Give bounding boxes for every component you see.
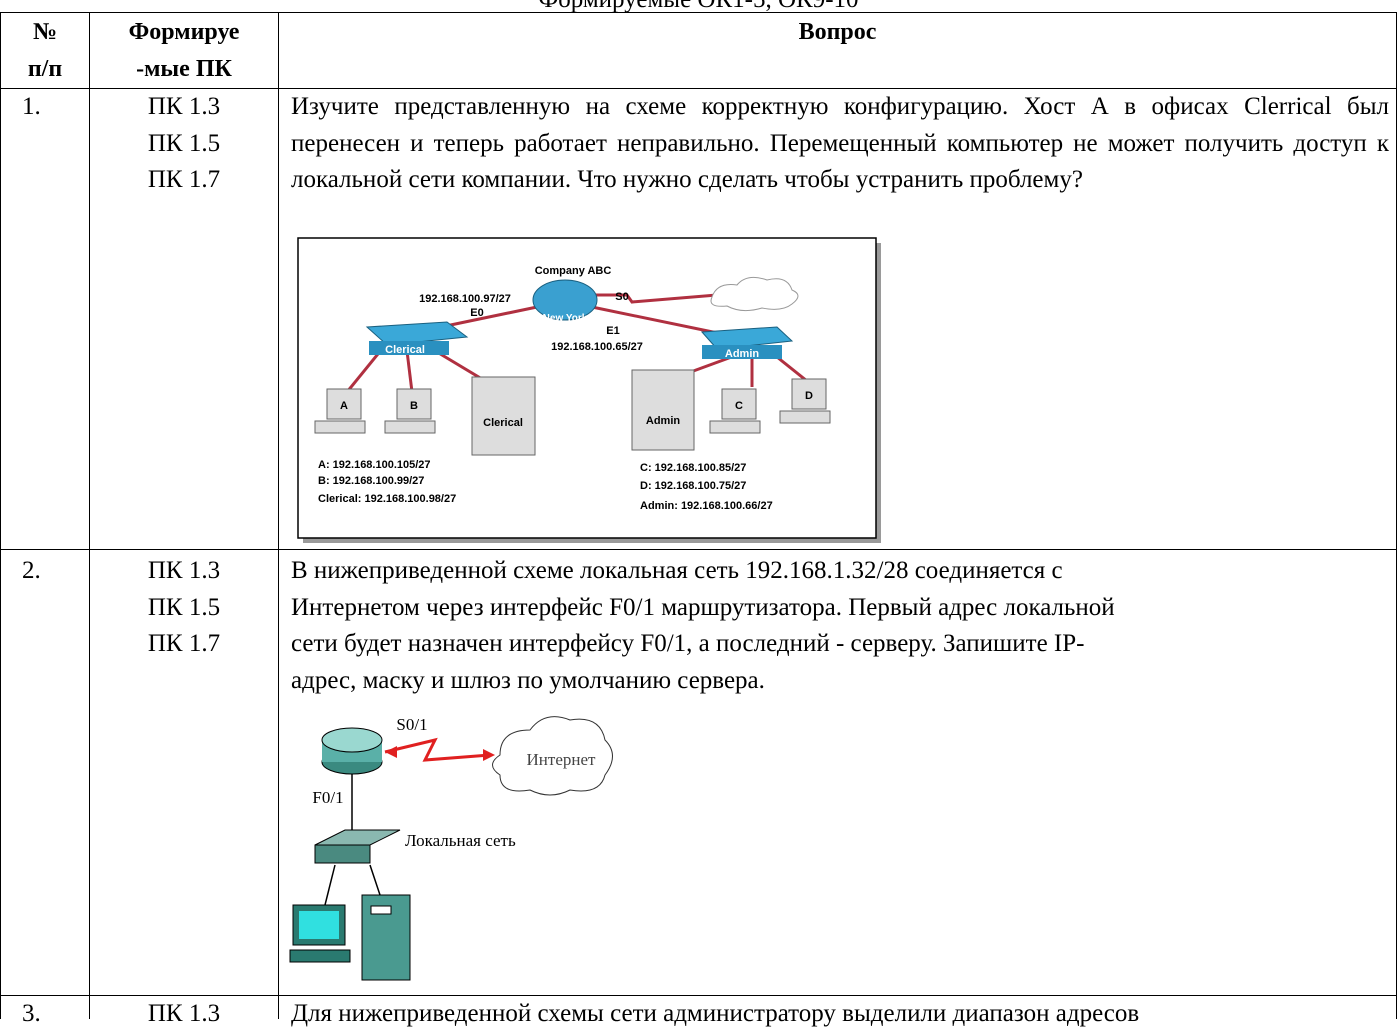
ip-label: D: 192.168.100.75/27 — [640, 480, 746, 492]
competencies: ПК 1.3 — [90, 996, 278, 1033]
ip-label: 192.168.100.65/27 — [551, 341, 643, 353]
server-label: Admin — [646, 415, 681, 427]
rule — [0, 12, 1, 1019]
interface-label: F0/1 — [312, 788, 343, 807]
switch-label: Admin — [725, 348, 760, 360]
header-cell: № п/п — [1, 14, 89, 88]
ip-label: A: 192.168.100.105/27 — [318, 459, 431, 471]
competencies: ПК 1.3 ПК 1.5 ПК 1.7 — [90, 553, 278, 663]
interface-label: E0 — [470, 307, 483, 319]
switch-label: Clerical — [385, 344, 425, 356]
cloud-label: Интернет — [527, 750, 596, 769]
ip-label: C: 192.168.100.85/27 — [640, 462, 746, 474]
competency: ПК 1.5 — [147, 129, 221, 157]
competency: ПК 1.3 — [147, 1000, 221, 1027]
competency: ПК 1.7 — [147, 630, 221, 657]
rule — [89, 12, 90, 1019]
host-label: A — [340, 400, 348, 412]
header-cell: Формируе -мые ПК — [90, 14, 278, 88]
header-line: Формируе — [128, 19, 240, 45]
competencies: ПК 1.3 ПК 1.5 ПК 1.7 — [90, 89, 278, 199]
question-line: В нижеприведенной схеме локальная сеть 1… — [291, 557, 1063, 584]
row-number: 3. — [22, 1000, 41, 1027]
server-label: Clerical — [483, 417, 523, 429]
row-number: 1. — [22, 93, 41, 120]
interface-label: S0/1 — [396, 715, 427, 734]
host-label: D — [805, 390, 813, 402]
question: В нижеприведенной схеме локальная сеть 1… — [291, 553, 1391, 699]
ip-label: Admin: 192.168.100.66/27 — [640, 500, 773, 512]
host-label: C — [735, 400, 743, 412]
header-line: -мые ПК — [136, 56, 232, 82]
ip-label: B: 192.168.100.99/27 — [318, 475, 424, 487]
page-title: Формируемые ОК1-5, ОК9-10 — [0, 0, 1397, 14]
competency: ПК 1.3 — [147, 93, 221, 120]
question-line: адрес, маску и шлюз по умолчанию сервера… — [291, 666, 765, 694]
rule — [0, 88, 1397, 89]
header-cell: Вопрос — [279, 14, 1396, 51]
question-line: Для нижеприведенной схемы сети администр… — [291, 1000, 1140, 1027]
competency: ПК 1.3 — [147, 557, 221, 584]
question: Для нижеприведенной схемы сети администр… — [291, 996, 1391, 1033]
competency: ПК 1.7 — [147, 166, 221, 193]
question: Изучите представленную на схеме корректн… — [291, 93, 1389, 193]
ip-label: 192.168.100.97/27 — [419, 293, 511, 305]
rule — [0, 995, 1397, 996]
interface-label: S0 — [615, 291, 628, 303]
interface-label: E1 — [606, 325, 619, 337]
host-label: B — [410, 400, 418, 412]
header-line: п/п — [27, 56, 63, 82]
row-number: 2. — [22, 557, 41, 584]
rule — [278, 12, 279, 1019]
network-diagram: New York Clerical Admin A B C D Clerical… — [297, 237, 881, 543]
header-line: Вопрос — [798, 19, 877, 45]
router-label: New York — [543, 313, 588, 324]
question-line: сети будет назначен интерфейсу F0/1, а п… — [291, 630, 1085, 657]
diagram-title: Company ABC — [535, 265, 612, 277]
competency: ПК 1.5 — [147, 593, 221, 621]
rule — [0, 549, 1397, 550]
lan-label: Локальная сеть — [405, 831, 516, 850]
header-line: № — [32, 19, 58, 45]
network-diagram: S0/1 Интернет F0/1 Локальная сеть — [289, 715, 613, 981]
ip-label: Clerical: 192.168.100.98/27 — [318, 493, 456, 505]
question-line: Интернетом через интерфейс F0/1 маршрути… — [291, 593, 1115, 621]
rule — [0, 12, 1397, 13]
